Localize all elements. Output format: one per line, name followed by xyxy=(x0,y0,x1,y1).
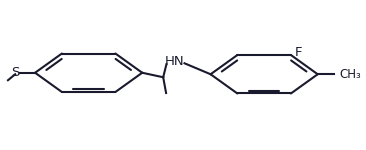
Text: CH₃: CH₃ xyxy=(339,68,361,81)
Text: HN: HN xyxy=(165,55,184,68)
Text: S: S xyxy=(11,66,19,79)
Text: F: F xyxy=(294,45,302,58)
